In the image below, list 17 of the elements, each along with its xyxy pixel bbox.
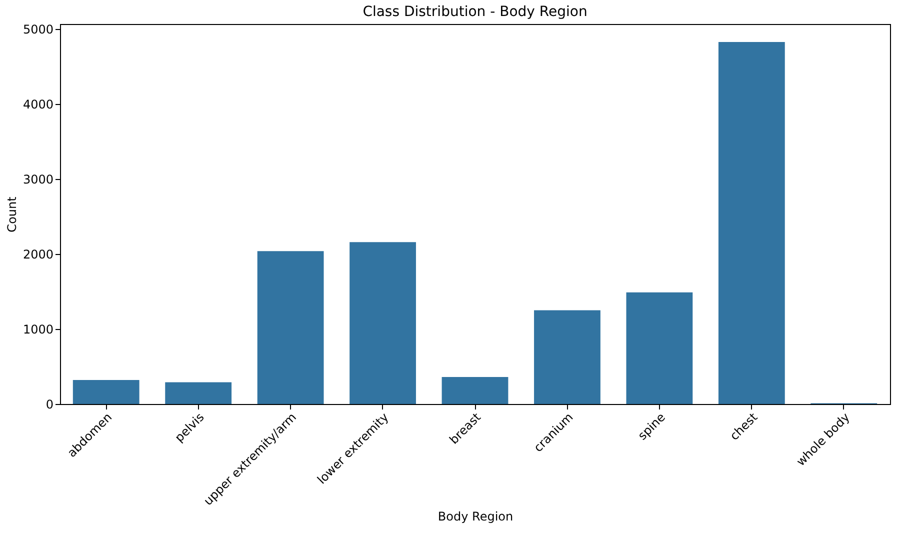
y-tick-label: 4000 (22, 98, 54, 112)
y-axis-title: Count (4, 196, 19, 232)
y-tick-label: 0 (46, 398, 54, 412)
y-tick-label: 5000 (22, 22, 54, 37)
bar (626, 292, 693, 404)
y-tick-label: 2000 (22, 248, 54, 262)
bar (257, 251, 324, 404)
bar (442, 377, 508, 404)
y-tick-label: 3000 (22, 172, 54, 187)
y-tick-label: 1000 (22, 322, 54, 337)
bar (165, 382, 232, 404)
x-axis-title: Body Region (438, 509, 514, 524)
chart-title: Class Distribution - Body Region (362, 4, 588, 20)
bar (72, 380, 140, 404)
bar (350, 242, 416, 404)
bar (534, 310, 600, 404)
bar (718, 42, 785, 404)
